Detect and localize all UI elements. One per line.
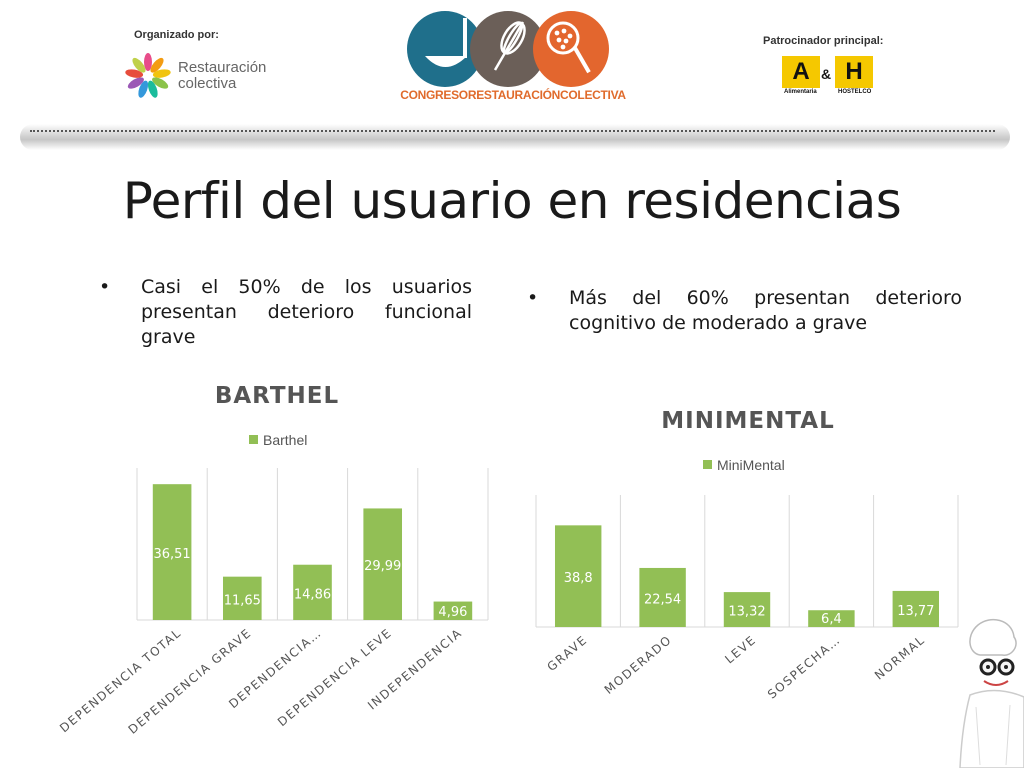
data-label: 36,51 — [153, 547, 190, 562]
sponsor-label: Patrocinador principal: — [763, 35, 884, 47]
legend-label: MiniMental — [717, 457, 785, 473]
category-label: DEPENDENCIA GRAVE — [126, 626, 255, 737]
chef-illustration — [959, 618, 1024, 768]
data-label: 38,8 — [564, 571, 593, 586]
hostelco-logo: H — [835, 56, 873, 88]
minimental-legend: MiniMental — [703, 457, 785, 473]
category-label: MODERADO — [602, 633, 675, 697]
bar — [808, 610, 855, 627]
bullet-cognitive: • Más del 60% presentan deterioro cognit… — [527, 286, 962, 336]
category-label: SOSPECHA… — [765, 633, 843, 702]
bar — [639, 567, 686, 627]
header-divider-dots — [30, 130, 995, 132]
header-divider — [20, 124, 1010, 150]
bar — [723, 592, 771, 627]
sponsor-ampersand: & — [821, 66, 832, 82]
alimentaria-logo-sub: Alimentaria — [784, 89, 817, 95]
flower-icon — [125, 53, 171, 98]
category-label: DEPENDENCIA TOTAL — [57, 626, 184, 736]
bullet-text: Casi el 50% de los usuarios presentan de… — [141, 276, 472, 348]
bullet-marker: • — [99, 276, 111, 298]
congreso-logo — [407, 11, 609, 87]
data-label: 13,77 — [897, 604, 934, 619]
bar — [293, 564, 332, 620]
event-name: CONGRESORESTAURACIÓNCOLECTIVA — [400, 88, 626, 102]
bar — [433, 601, 473, 620]
sponsor-logos: A Alimentaria & H HOSTELCO — [782, 56, 878, 98]
legend-swatch — [249, 435, 258, 444]
bullet-marker: • — [527, 287, 539, 309]
organizer-logo-line-1: Restauración — [178, 59, 267, 76]
bullet-functional: • Casi el 50% de los usuarios presentan … — [99, 275, 472, 350]
data-label: 4,96 — [438, 605, 467, 620]
bar — [554, 525, 602, 627]
alimentaria-logo: A — [782, 56, 820, 88]
barthel-chart-title: BARTHEL — [214, 383, 340, 409]
data-label: 11,65 — [224, 593, 261, 608]
data-label: 14,86 — [294, 587, 331, 602]
minimental-chart-title: MINIMENTAL — [661, 408, 835, 434]
category-label: LEVE — [722, 633, 759, 667]
data-label: 6,4 — [821, 612, 842, 627]
organizer-logo-text: Restauración colectiva — [178, 60, 266, 92]
ladle-icon — [425, 56, 467, 67]
organizer-logo-line-2: colectiva — [178, 75, 237, 92]
bar — [222, 576, 262, 620]
whisk-icon — [493, 21, 526, 71]
barthel-legend: Barthel — [249, 432, 307, 448]
legend-label: Barthel — [263, 432, 308, 448]
organizer-label: Organizado por: — [134, 29, 219, 41]
category-label: DEPENDENCIA LEVE — [275, 626, 395, 730]
data-label: 22,54 — [644, 592, 681, 607]
bullet-text: Más del 60% presentan deterioro cognitiv… — [569, 287, 962, 334]
bar — [892, 590, 940, 627]
restauracion-colectiva-logo — [122, 50, 262, 102]
category-label: GRAVE — [544, 633, 590, 675]
hostelco-logo-sub: HOSTELCO — [838, 89, 872, 95]
chef-hat-icon — [969, 618, 1017, 656]
category-label: NORMAL — [872, 633, 928, 683]
data-label: 29,99 — [364, 559, 401, 574]
bar — [363, 508, 403, 620]
page-title: Perfil del usuario en residencias — [122, 172, 902, 230]
bar — [152, 484, 192, 620]
skimmer-icon — [546, 21, 591, 74]
legend-swatch — [703, 460, 712, 469]
data-label: 13,32 — [728, 605, 765, 620]
